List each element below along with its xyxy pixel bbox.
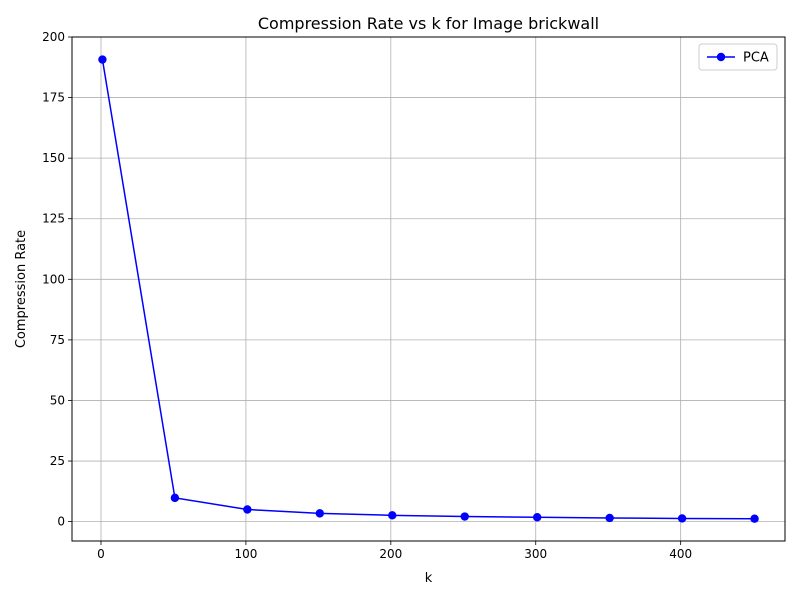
chart-title: Compression Rate vs k for Image brickwal… xyxy=(258,14,599,33)
y-tick-label: 50 xyxy=(50,393,65,407)
y-tick-label: 200 xyxy=(42,30,65,44)
data-point xyxy=(532,513,542,522)
data-point xyxy=(750,514,759,523)
legend: PCA xyxy=(698,43,778,71)
y-tick-label: 175 xyxy=(42,91,65,105)
data-point xyxy=(677,514,687,523)
y-tick-label: 125 xyxy=(42,212,65,226)
data-point xyxy=(460,512,469,521)
plot-frame xyxy=(71,36,786,542)
y-tick-label: 75 xyxy=(50,333,65,347)
legend-marker xyxy=(716,52,726,62)
x-tick-label: 400 xyxy=(669,547,692,561)
data-point xyxy=(388,511,397,520)
y-tick-label: 0 xyxy=(57,515,65,529)
data-point xyxy=(98,55,107,64)
axes: 0 100 200 300 400 0 25 50 75 100 125 150 175 200 xyxy=(42,30,692,561)
legend-box xyxy=(698,43,778,71)
x-axis-label: k xyxy=(425,571,433,586)
y-tick-label: 150 xyxy=(42,151,65,165)
x-tick-label: 0 xyxy=(97,547,105,561)
data-point xyxy=(605,513,614,523)
y-tick-label: 100 xyxy=(42,272,65,286)
data-point xyxy=(315,509,325,518)
data-point xyxy=(170,493,180,503)
series-layer xyxy=(98,55,759,523)
x-tick-label: 300 xyxy=(524,547,547,561)
data-point xyxy=(243,505,252,514)
legend-label: PCA xyxy=(743,51,769,66)
x-tick-label: 100 xyxy=(234,547,257,561)
y-axis-label: Compression Rate xyxy=(14,230,29,348)
y-tick-label: 25 xyxy=(50,454,65,468)
series-line-pca xyxy=(101,59,755,520)
x-tick-label: 200 xyxy=(379,547,402,561)
